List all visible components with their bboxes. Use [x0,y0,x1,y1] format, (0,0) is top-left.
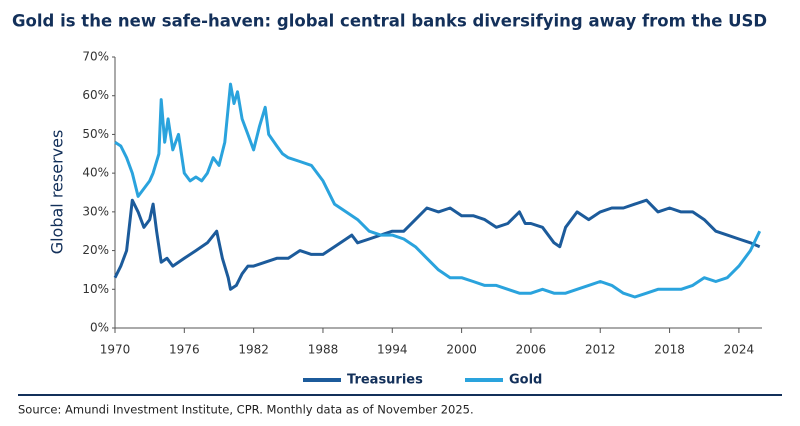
y-axis-label: Global reserves [48,130,67,255]
y-tick-label: 10% [82,282,109,296]
x-tick-label: 2018 [654,343,685,357]
x-tick-label: 1970 [100,343,131,357]
x-tick-label: 1982 [238,343,269,357]
x-tick-label: 2006 [516,343,547,357]
x-tick-label: 2000 [446,343,477,357]
y-tick-label: 0% [90,321,109,335]
y-tick-label: 60% [82,88,109,102]
x-tick-label: 1988 [308,343,339,357]
chart-title: Gold is the new safe-haven: global centr… [12,12,767,31]
series-line [113,198,761,291]
y-tick-label: 70% [82,50,109,64]
x-tick-label: 1994 [377,343,408,357]
x-tick-label: 2012 [585,343,616,357]
y-tick-label: 20% [82,243,109,257]
source-note: Source: Amundi Investment Institute, CPR… [18,403,474,417]
x-tick-label: 2024 [724,343,755,357]
legend-label: Treasuries [347,373,423,388]
y-tick-label: 50% [82,127,109,141]
legend-label: Gold [509,373,542,388]
y-tick-label: 40% [82,166,109,180]
y-tick-label: 30% [82,204,109,218]
x-tick-label: 1976 [169,343,200,357]
series-line [114,82,762,299]
